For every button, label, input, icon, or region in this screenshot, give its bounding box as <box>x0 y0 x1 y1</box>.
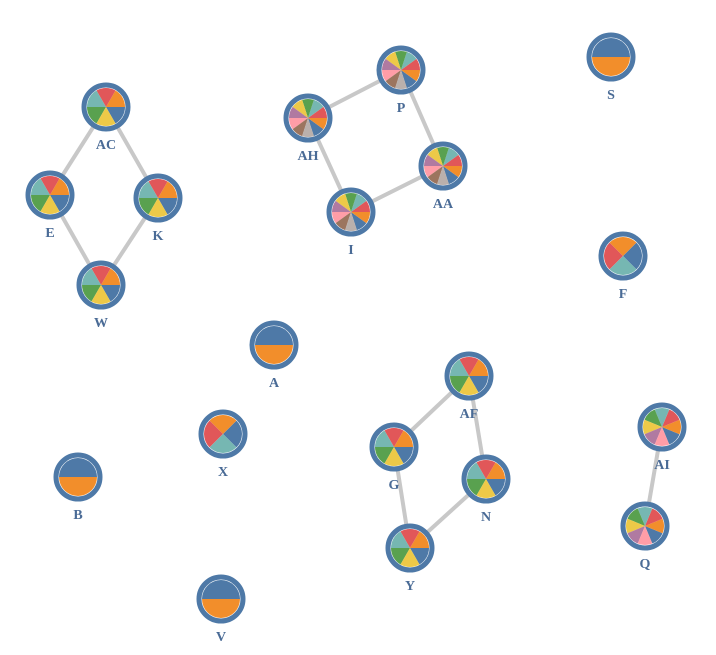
node-y[interactable]: Y <box>388 526 432 594</box>
node-label: F <box>619 287 628 302</box>
node-label: G <box>389 478 400 493</box>
node-label: AA <box>433 197 454 212</box>
node-aa[interactable]: AA <box>421 144 465 212</box>
node-ac[interactable]: AC <box>84 85 128 153</box>
node-label: P <box>397 101 406 116</box>
node-b[interactable]: B <box>56 455 100 523</box>
node-a[interactable]: A <box>252 323 296 391</box>
node-q[interactable]: Q <box>623 504 667 572</box>
node-n[interactable]: N <box>464 457 508 525</box>
node-ai[interactable]: AI <box>640 405 684 473</box>
node-label: K <box>153 229 164 244</box>
node-g[interactable]: G <box>372 425 416 493</box>
node-label: I <box>348 243 353 258</box>
node-s[interactable]: S <box>589 35 633 103</box>
node-label: A <box>269 376 280 391</box>
node-k[interactable]: K <box>136 176 180 244</box>
node-af[interactable]: AF <box>447 354 491 422</box>
node-f[interactable]: F <box>601 234 645 302</box>
node-w[interactable]: W <box>79 263 123 331</box>
node-label: V <box>216 630 226 645</box>
node-label: AI <box>654 458 670 473</box>
node-label: AF <box>460 407 479 422</box>
node-i[interactable]: I <box>329 190 373 258</box>
node-v[interactable]: V <box>199 577 243 645</box>
node-label: N <box>481 510 491 525</box>
node-label: AC <box>96 138 116 153</box>
node-e[interactable]: E <box>28 173 72 241</box>
node-label: X <box>218 465 228 480</box>
node-x[interactable]: X <box>201 412 245 480</box>
node-label: Y <box>405 579 415 594</box>
node-label: Q <box>640 557 651 572</box>
node-label: W <box>94 316 108 331</box>
node-label: AH <box>298 149 319 164</box>
node-label: B <box>73 508 82 523</box>
node-label: E <box>45 226 54 241</box>
nodes-layer: AC E K W AH P AA I S F A X B V AF G N Y AI Q <box>28 35 684 645</box>
edges-layer <box>50 70 662 548</box>
node-label: S <box>607 88 615 103</box>
